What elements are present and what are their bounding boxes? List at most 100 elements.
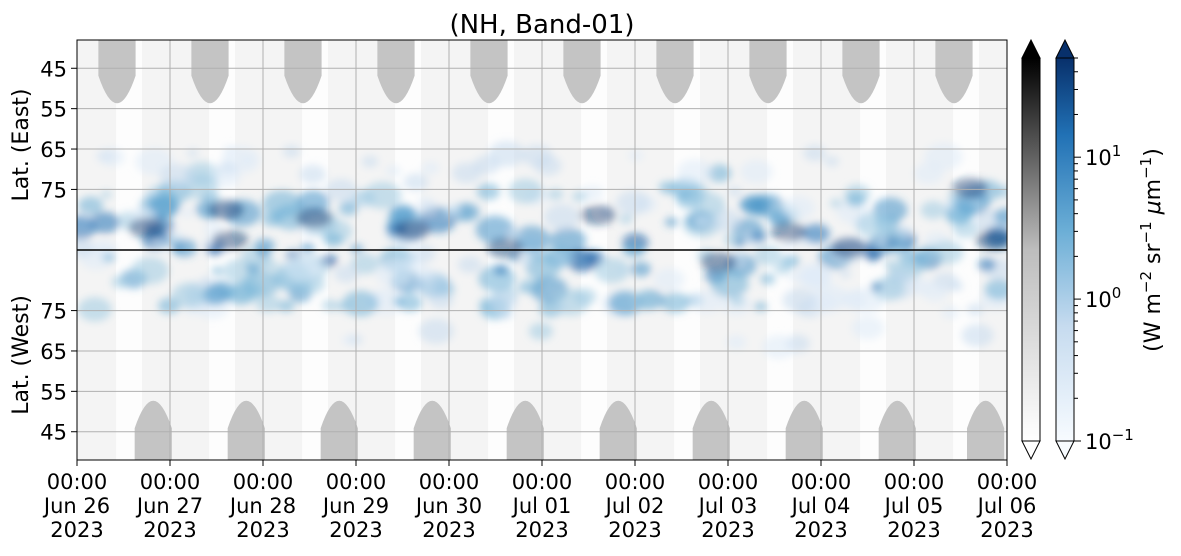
radiance-blob	[519, 255, 533, 266]
radiance-blob	[739, 195, 764, 214]
radiance-blob	[726, 334, 747, 350]
radiance-peak	[486, 238, 523, 258]
radiance-blob	[787, 273, 799, 282]
radiance-blob	[489, 291, 518, 312]
radiance-blob	[630, 261, 652, 277]
radiance-blob	[180, 208, 194, 218]
radiance-peak	[951, 178, 988, 198]
radiance-blob	[254, 238, 276, 254]
radiance-blob	[277, 300, 295, 313]
colorbar-ticks: 101 100 10−1	[1074, 57, 1134, 454]
y-tick-label: 55	[40, 380, 67, 404]
radiance-blob	[111, 275, 130, 289]
radiance-blob	[664, 217, 679, 227]
radiance-blob	[727, 186, 743, 197]
radiance-blob	[211, 266, 224, 276]
x-tick-label: 00:00 Jun 28 2023	[228, 470, 296, 542]
radiance-blob	[159, 163, 195, 189]
x-tick-label: 00:00 Jul 01 2023	[511, 470, 573, 542]
radiance-blob	[201, 276, 213, 285]
radiance-blob	[223, 145, 237, 156]
night-region-top	[284, 40, 322, 104]
night-region-top	[377, 40, 415, 104]
y-tick-label: 45	[40, 421, 67, 445]
radiance-blob	[677, 159, 713, 185]
radiance-blob	[488, 140, 525, 168]
radiance-peak	[207, 200, 244, 220]
radiance-blob	[77, 297, 112, 322]
radiance-blob	[706, 164, 732, 183]
radiance-blob	[186, 148, 199, 158]
radiance-blob	[507, 228, 522, 240]
colorbar-tick-label: 10−1	[1085, 426, 1134, 454]
radiance-blob	[201, 285, 230, 306]
radiance-blob	[856, 211, 892, 238]
x-tick-label: 00:00 Jul 04 2023	[790, 470, 852, 542]
y-tick-label: 65	[40, 340, 67, 364]
radiance-blob	[255, 294, 281, 313]
y-tick-label: 55	[40, 98, 67, 122]
colorbar-gray-extend-top	[1021, 38, 1041, 59]
radiance-blob	[594, 257, 630, 284]
radiance-blob	[966, 303, 985, 317]
radiance-blob	[753, 301, 768, 312]
radiance-blob	[845, 192, 866, 207]
radiance-blob	[803, 145, 827, 162]
chart-title: (NH, Band-01)	[449, 10, 634, 40]
radiance-blob	[851, 316, 885, 340]
radiance-blob	[543, 246, 574, 268]
radiance-blob	[475, 215, 515, 244]
radiance-blob	[77, 237, 94, 258]
radiance-blob	[884, 260, 896, 269]
radiance-blob	[566, 249, 599, 273]
radiance-blob	[476, 183, 500, 200]
colorbar-grayscale	[1021, 38, 1041, 461]
colorbar-gray-extend-bottom	[1021, 440, 1041, 461]
colorbar-blue-extend-top	[1055, 38, 1075, 59]
radiance-blob	[293, 279, 315, 295]
radiance-blob	[444, 203, 462, 217]
radiance-blob	[977, 258, 996, 272]
radiance-peak	[770, 222, 807, 242]
radiance-blob	[296, 190, 330, 214]
colorbar-blue-body	[1055, 57, 1075, 442]
radiance-blob	[243, 270, 280, 297]
x-tick-label: 00:00 Jul 05 2023	[883, 470, 945, 542]
night-region-bottom	[692, 400, 730, 460]
radiance-peak	[579, 205, 616, 225]
radiance-blob	[342, 290, 379, 317]
x-tick-label: 00:00 Jun 27 2023	[135, 470, 203, 542]
radiance-peak	[830, 238, 867, 258]
radiance-blob	[528, 322, 553, 340]
x-tick-label: 00:00 Jul 06 2023	[976, 470, 1038, 542]
night-region-bottom	[413, 400, 451, 460]
radiance-blob	[99, 147, 125, 167]
radiance-blob	[417, 196, 434, 209]
radiance-blob	[171, 282, 208, 309]
x-axis-ticks: 00:00 Jun 26 2023 00:00 Jun 27 2023 00:00 Jun 2…	[42, 460, 1037, 542]
radiance-blob	[493, 264, 509, 276]
radiance-blob	[418, 318, 454, 344]
radiance-blob	[921, 282, 949, 302]
night-region-bottom	[320, 400, 358, 460]
x-tick-label: 00:00 Jul 02 2023	[604, 470, 666, 542]
radiance-blob	[864, 249, 882, 262]
radiance-blob	[781, 240, 795, 250]
night-region-top	[749, 40, 787, 104]
radiance-blob	[941, 305, 960, 319]
radiance-blob	[375, 260, 412, 287]
radiance-blob	[403, 173, 429, 192]
radiance-blob	[616, 190, 651, 215]
radiance-blob	[361, 155, 379, 168]
radiance-blob	[628, 150, 644, 161]
radiance-blob	[824, 156, 840, 167]
radiance-peak	[975, 230, 1007, 250]
radiance-blob	[691, 192, 726, 217]
night-region-bottom	[878, 400, 916, 460]
night-region-bottom	[134, 400, 172, 460]
radiance-blob	[734, 238, 747, 247]
night-region-top	[842, 40, 880, 104]
radiance-blob	[100, 190, 112, 199]
colorbar-blues: 101 100 10−1	[1055, 38, 1134, 461]
